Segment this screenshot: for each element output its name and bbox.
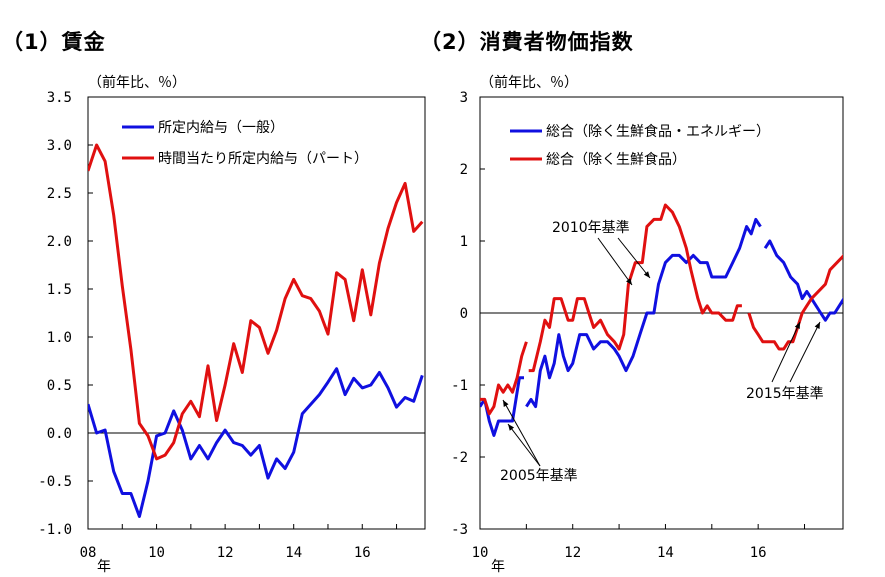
panel1-ytick-label: 3.0 <box>47 138 72 154</box>
panel1-series-line-1 <box>88 367 424 518</box>
panel2-legend-label-2: 総合（除く生鮮食品） <box>546 151 686 168</box>
panel1-plot-frame <box>87 96 426 530</box>
panel2-series-line-1 <box>525 217 762 409</box>
panel2-ytick-label: -3 <box>451 522 468 538</box>
panel2-ytick-label: -2 <box>451 450 468 466</box>
panel1-unit-label: （前年比、％） <box>88 75 186 91</box>
panel1-series-line-2 <box>88 143 424 461</box>
panel2-series-line-2 <box>528 203 742 373</box>
annotation-2005-arrow-1-head <box>503 400 509 407</box>
panel1-xtick-label: 12 <box>217 545 234 561</box>
annotation-2005-base: 2005年基準 <box>500 467 578 484</box>
panel1-ytick-label: 0.0 <box>47 426 72 442</box>
panel1-legend-label-2: 時間当たり所定内給与（パート） <box>158 151 368 167</box>
panel1-xtick-label: 14 <box>285 545 302 561</box>
annotation-2010-arrow-1 <box>597 237 633 286</box>
panel2-xtick-label: 14 <box>657 545 674 561</box>
panel1-ytick-label: 3.5 <box>47 90 72 106</box>
panel2-title: （2）消費者物価指数 <box>420 30 634 54</box>
panel1-legend-label-1: 所定内給与（一般） <box>158 120 284 136</box>
panel1-xtick-label: 16 <box>354 545 371 561</box>
panel2-unit-label: （前年比、％） <box>480 75 578 91</box>
panel1-x-axis-label: 年 <box>97 559 111 575</box>
annotation-2015-arrow-2-head <box>814 322 820 329</box>
panel2-xtick-label: 12 <box>564 545 581 561</box>
panel2-legend-label-1: 総合（除く生鮮食品・エネルギー） <box>546 123 770 140</box>
annotation-2005-arrow-2-head <box>508 424 515 431</box>
annotation-2015-arrow-2 <box>789 321 821 383</box>
panel1-ytick-label: -1.0 <box>38 522 72 538</box>
panel2-series-line-1 <box>763 239 843 322</box>
panel1-ytick-label: 2.0 <box>47 234 72 250</box>
panel2-series-line-2 <box>480 341 528 416</box>
panel1-xtick-label: 10 <box>148 545 165 561</box>
annotation-2010-arrow-2-head <box>643 271 650 278</box>
annotation-2010-arrow-1-head <box>626 278 632 285</box>
panel2-ytick-label: 3 <box>460 90 468 106</box>
panel2-ytick-label: 2 <box>460 162 468 178</box>
annotation-2015-arrow-1 <box>771 321 801 383</box>
panel1-ytick-label: 0.5 <box>47 378 72 394</box>
panel2-xtick-label: 16 <box>750 545 767 561</box>
panel2-ytick-label: 0 <box>460 306 468 322</box>
panel1-ytick-label: 1.0 <box>47 330 72 346</box>
annotation-2010-arrow-2 <box>617 237 651 279</box>
panel2-xtick-label: 10 <box>472 545 489 561</box>
annotation-2015-arrow-1-head <box>794 322 800 329</box>
panel2-ytick-label: -1 <box>451 378 468 394</box>
panel1-ytick-label: 2.5 <box>47 186 72 202</box>
annotation-2005-arrow-2 <box>507 423 541 467</box>
panel1-ytick-label: -0.5 <box>38 474 72 490</box>
annotation-2015-base: 2015年基準 <box>746 385 824 402</box>
panel1-xtick-label: 08 <box>80 545 97 561</box>
panel2-ytick-label: 1 <box>460 234 468 250</box>
annotation-2005-arrow-1 <box>502 399 541 467</box>
panel1-ytick-label: 1.5 <box>47 282 72 298</box>
panel1-title: （1）賃金 <box>2 30 106 54</box>
annotation-2010-base: 2010年基準 <box>552 219 630 236</box>
panel2-x-axis-label: 年 <box>491 559 505 575</box>
